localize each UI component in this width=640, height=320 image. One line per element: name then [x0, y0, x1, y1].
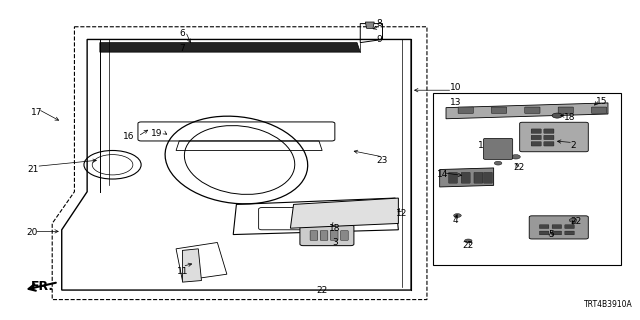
FancyBboxPatch shape	[492, 107, 507, 113]
Text: 19: 19	[151, 129, 163, 138]
Circle shape	[511, 155, 520, 159]
FancyBboxPatch shape	[531, 135, 541, 140]
FancyBboxPatch shape	[591, 107, 607, 113]
FancyBboxPatch shape	[520, 122, 588, 152]
Text: FR.: FR.	[31, 280, 54, 293]
Text: 8: 8	[376, 19, 382, 28]
Text: 22: 22	[513, 164, 525, 172]
Text: 22: 22	[463, 241, 474, 250]
Text: 22: 22	[571, 217, 582, 226]
Text: 11: 11	[177, 267, 188, 276]
FancyBboxPatch shape	[564, 225, 574, 228]
Bar	[433, 93, 621, 265]
Polygon shape	[365, 22, 374, 28]
FancyBboxPatch shape	[558, 107, 573, 113]
FancyBboxPatch shape	[449, 172, 458, 183]
Text: 23: 23	[377, 156, 388, 164]
FancyBboxPatch shape	[544, 129, 554, 133]
FancyBboxPatch shape	[540, 225, 549, 228]
Polygon shape	[446, 103, 608, 119]
FancyBboxPatch shape	[531, 129, 541, 133]
FancyBboxPatch shape	[531, 142, 541, 146]
Text: 7: 7	[180, 44, 186, 53]
Text: 17: 17	[31, 108, 42, 117]
Circle shape	[494, 161, 502, 165]
Text: 18: 18	[564, 113, 575, 122]
Text: TRT4B3910A: TRT4B3910A	[584, 300, 632, 309]
Polygon shape	[440, 168, 493, 187]
Polygon shape	[291, 198, 398, 228]
Text: 22: 22	[317, 285, 328, 295]
FancyBboxPatch shape	[461, 172, 470, 183]
FancyBboxPatch shape	[552, 231, 562, 235]
Text: 2: 2	[570, 141, 576, 150]
Text: 16: 16	[123, 132, 134, 141]
Text: 3: 3	[332, 238, 338, 247]
Text: 9: 9	[376, 35, 382, 44]
Text: 4: 4	[452, 216, 458, 225]
Circle shape	[454, 214, 461, 217]
FancyBboxPatch shape	[300, 225, 354, 246]
FancyBboxPatch shape	[540, 231, 549, 235]
FancyBboxPatch shape	[544, 135, 554, 140]
FancyBboxPatch shape	[340, 231, 348, 240]
Polygon shape	[182, 249, 202, 282]
Circle shape	[552, 113, 563, 118]
FancyBboxPatch shape	[483, 139, 513, 159]
FancyBboxPatch shape	[483, 172, 492, 183]
FancyBboxPatch shape	[310, 231, 317, 240]
Circle shape	[465, 239, 472, 243]
FancyBboxPatch shape	[564, 231, 574, 235]
Text: 1: 1	[478, 141, 484, 150]
Text: 5: 5	[548, 230, 554, 239]
Text: 15: 15	[596, 97, 607, 106]
Text: 14: 14	[437, 170, 449, 179]
FancyBboxPatch shape	[529, 216, 588, 239]
Text: 21: 21	[28, 165, 39, 174]
Text: 12: 12	[396, 209, 407, 219]
FancyBboxPatch shape	[474, 172, 483, 183]
FancyBboxPatch shape	[525, 107, 540, 113]
FancyBboxPatch shape	[544, 142, 554, 146]
FancyBboxPatch shape	[330, 231, 338, 240]
FancyBboxPatch shape	[458, 107, 474, 113]
Text: 6: 6	[180, 28, 186, 38]
Circle shape	[569, 218, 577, 222]
Text: 10: 10	[450, 83, 461, 92]
Text: 18: 18	[329, 224, 340, 233]
Text: 13: 13	[450, 99, 461, 108]
Polygon shape	[100, 43, 360, 52]
Text: 20: 20	[26, 228, 38, 237]
FancyBboxPatch shape	[320, 231, 328, 240]
FancyBboxPatch shape	[552, 225, 562, 228]
